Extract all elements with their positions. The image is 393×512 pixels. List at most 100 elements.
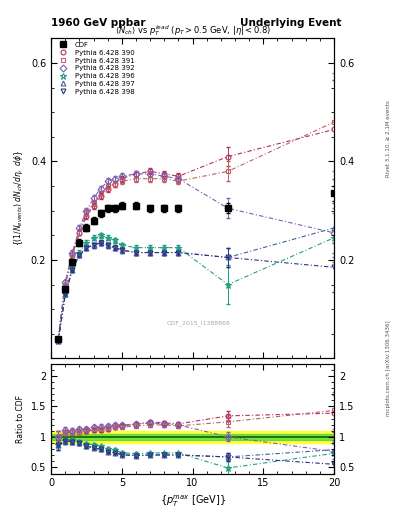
Pythia 6.428 398 <box>98 240 103 246</box>
Bar <box>51 434 334 440</box>
Pythia 6.428 396 <box>134 245 138 251</box>
Pythia 6.428 390 <box>56 336 61 342</box>
CDF <box>91 218 96 224</box>
Pythia 6.428 398 <box>63 291 68 297</box>
Pythia 6.428 391 <box>98 190 103 197</box>
Pythia 6.428 390 <box>112 181 117 187</box>
Pythia 6.428 396 <box>84 240 89 246</box>
Pythia 6.428 397 <box>77 252 82 258</box>
Pythia 6.428 390 <box>332 126 336 133</box>
Pythia 6.428 398 <box>70 267 75 273</box>
Pythia 6.428 398 <box>56 338 61 344</box>
Pythia 6.428 390 <box>105 185 110 191</box>
Pythia 6.428 397 <box>134 249 138 255</box>
Pythia 6.428 391 <box>148 176 152 182</box>
X-axis label: $\{p_T^{max}\ [\mathrm{GeV}]\}$: $\{p_T^{max}\ [\mathrm{GeV}]\}$ <box>160 494 226 509</box>
Pythia 6.428 390 <box>98 193 103 199</box>
CDF <box>148 205 152 211</box>
Pythia 6.428 392 <box>134 170 138 177</box>
Pythia 6.428 391 <box>77 230 82 236</box>
Pythia 6.428 397 <box>63 291 68 297</box>
Pythia 6.428 396 <box>119 242 124 248</box>
Line: Pythia 6.428 391: Pythia 6.428 391 <box>56 120 336 341</box>
Pythia 6.428 397 <box>332 225 336 231</box>
Pythia 6.428 398 <box>91 242 96 248</box>
Title: $\langle N_{ch}\rangle$ vs $p_T^{lead}$ ($p_T > 0.5$ GeV, $|\eta| < 0.8$): $\langle N_{ch}\rangle$ vs $p_T^{lead}$ … <box>114 24 271 38</box>
Pythia 6.428 396 <box>332 234 336 241</box>
Pythia 6.428 392 <box>63 279 68 285</box>
Pythia 6.428 391 <box>226 168 230 175</box>
CDF <box>105 205 110 211</box>
CDF <box>77 240 82 246</box>
CDF <box>70 259 75 265</box>
Pythia 6.428 398 <box>84 245 89 251</box>
Pythia 6.428 398 <box>119 247 124 253</box>
Legend: CDF, Pythia 6.428 390, Pythia 6.428 391, Pythia 6.428 392, Pythia 6.428 396, Pyt: CDF, Pythia 6.428 390, Pythia 6.428 391,… <box>53 40 136 96</box>
Text: Rivet 3.1.10, ≥ 2.1M events: Rivet 3.1.10, ≥ 2.1M events <box>386 100 391 177</box>
Pythia 6.428 392 <box>56 336 61 342</box>
Pythia 6.428 391 <box>84 210 89 216</box>
Y-axis label: Ratio to CDF: Ratio to CDF <box>16 395 25 442</box>
Pythia 6.428 392 <box>176 176 181 182</box>
Y-axis label: $\{(1/N_{events})\ dN_{ch}/d\eta,\ d\phi\}$: $\{(1/N_{events})\ dN_{ch}/d\eta,\ d\phi… <box>12 151 25 246</box>
Pythia 6.428 391 <box>119 178 124 184</box>
Pythia 6.428 398 <box>162 249 167 255</box>
Pythia 6.428 390 <box>148 168 152 175</box>
Pythia 6.428 391 <box>63 282 68 288</box>
Text: mcplots.cern.ch [arXiv:1306.3436]: mcplots.cern.ch [arXiv:1306.3436] <box>386 321 391 416</box>
Pythia 6.428 397 <box>112 245 117 251</box>
Pythia 6.428 396 <box>105 234 110 241</box>
Text: 1960 GeV ppbar: 1960 GeV ppbar <box>51 18 145 28</box>
Pythia 6.428 397 <box>91 242 96 248</box>
CDF <box>84 225 89 231</box>
Pythia 6.428 396 <box>77 249 82 255</box>
Line: Pythia 6.428 397: Pythia 6.428 397 <box>56 225 336 344</box>
Pythia 6.428 396 <box>56 338 61 344</box>
Line: Pythia 6.428 392: Pythia 6.428 392 <box>56 172 336 341</box>
Pythia 6.428 396 <box>98 232 103 239</box>
Pythia 6.428 390 <box>176 173 181 179</box>
CDF <box>134 203 138 209</box>
Pythia 6.428 390 <box>70 252 75 258</box>
Pythia 6.428 397 <box>176 249 181 255</box>
Pythia 6.428 391 <box>70 252 75 258</box>
Pythia 6.428 391 <box>332 119 336 125</box>
Pythia 6.428 396 <box>148 245 152 251</box>
Line: Pythia 6.428 398: Pythia 6.428 398 <box>56 240 336 344</box>
Pythia 6.428 392 <box>162 173 167 179</box>
Pythia 6.428 390 <box>77 230 82 236</box>
Pythia 6.428 396 <box>176 245 181 251</box>
Pythia 6.428 390 <box>162 170 167 177</box>
Pythia 6.428 397 <box>98 240 103 246</box>
Pythia 6.428 397 <box>226 254 230 261</box>
Pythia 6.428 392 <box>112 176 117 182</box>
Pythia 6.428 390 <box>63 282 68 288</box>
Pythia 6.428 396 <box>70 264 75 270</box>
Pythia 6.428 392 <box>119 173 124 179</box>
Line: CDF: CDF <box>55 190 337 342</box>
CDF <box>162 205 167 211</box>
CDF <box>56 336 61 342</box>
CDF <box>119 203 124 209</box>
Pythia 6.428 397 <box>105 242 110 248</box>
Pythia 6.428 396 <box>226 282 230 288</box>
Pythia 6.428 391 <box>162 176 167 182</box>
Pythia 6.428 398 <box>332 264 336 270</box>
Pythia 6.428 392 <box>77 225 82 231</box>
CDF <box>226 205 230 211</box>
Pythia 6.428 398 <box>176 249 181 255</box>
Line: Pythia 6.428 390: Pythia 6.428 390 <box>56 127 336 341</box>
Pythia 6.428 392 <box>332 230 336 236</box>
Pythia 6.428 396 <box>91 234 96 241</box>
Pythia 6.428 397 <box>119 247 124 253</box>
Pythia 6.428 390 <box>134 170 138 177</box>
Pythia 6.428 398 <box>77 252 82 258</box>
Pythia 6.428 392 <box>70 249 75 255</box>
Pythia 6.428 397 <box>70 267 75 273</box>
Pythia 6.428 391 <box>56 336 61 342</box>
Text: Underlying Event: Underlying Event <box>241 18 342 28</box>
Pythia 6.428 392 <box>105 178 110 184</box>
Text: CDF_2015_I1388868: CDF_2015_I1388868 <box>166 321 230 327</box>
Pythia 6.428 396 <box>63 291 68 297</box>
Pythia 6.428 392 <box>98 185 103 191</box>
